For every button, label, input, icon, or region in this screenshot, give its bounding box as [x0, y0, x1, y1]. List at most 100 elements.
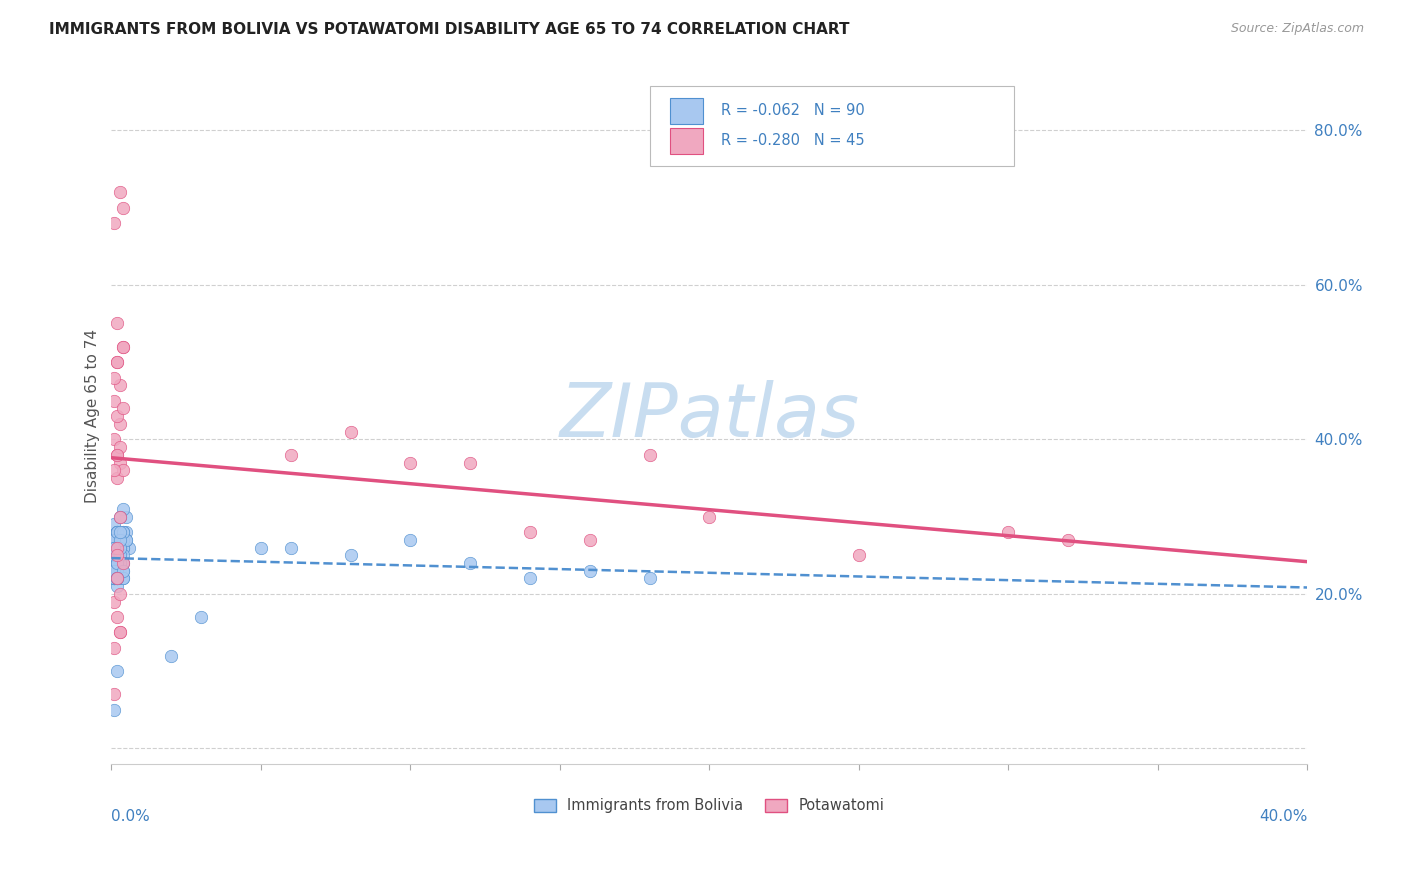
Point: [110, 417, 132, 431]
Point: [105, 355, 128, 369]
Point: [105, 571, 128, 585]
Point: [110, 625, 132, 640]
Point: [105, 548, 128, 562]
Point: [112, 524, 135, 539]
Point: [103, 541, 125, 555]
Point: [110, 524, 132, 539]
Point: [115, 509, 138, 524]
Point: [848, 548, 870, 562]
Point: [112, 556, 135, 570]
Point: [103, 533, 125, 547]
Point: [115, 533, 138, 547]
Point: [105, 548, 128, 562]
Point: [105, 664, 128, 678]
Point: [105, 556, 128, 570]
Text: R = -0.280   N = 45: R = -0.280 N = 45: [721, 133, 865, 148]
Point: [112, 571, 135, 585]
Point: [103, 433, 125, 447]
Point: [105, 355, 128, 369]
Point: [105, 448, 128, 462]
Legend: Immigrants from Bolivia, Potawatomi: Immigrants from Bolivia, Potawatomi: [529, 792, 891, 819]
Point: [103, 463, 125, 477]
Point: [103, 541, 125, 555]
Point: [103, 703, 125, 717]
Point: [110, 556, 132, 570]
Point: [112, 340, 135, 354]
Point: [112, 548, 135, 562]
Point: [339, 548, 361, 562]
Point: [638, 448, 661, 462]
Point: [110, 524, 132, 539]
Point: [110, 541, 132, 555]
Point: [110, 587, 132, 601]
Point: [103, 548, 125, 562]
Point: [112, 524, 135, 539]
Point: [103, 533, 125, 547]
Point: [579, 564, 602, 578]
Point: [105, 541, 128, 555]
Point: [103, 687, 125, 701]
Point: [105, 524, 128, 539]
Point: [103, 517, 125, 532]
Point: [103, 533, 125, 547]
Point: [105, 524, 128, 539]
Point: [105, 571, 128, 585]
Point: [105, 409, 128, 424]
Point: [105, 533, 128, 547]
Point: [105, 556, 128, 570]
Point: [103, 571, 125, 585]
Point: [112, 502, 135, 516]
Point: [103, 571, 125, 585]
Text: 40.0%: 40.0%: [1258, 809, 1308, 824]
Point: [105, 610, 128, 624]
Point: [110, 509, 132, 524]
Point: [110, 185, 132, 199]
Point: [103, 370, 125, 384]
Point: [112, 401, 135, 416]
Point: [105, 571, 128, 585]
Point: [103, 564, 125, 578]
Point: [519, 571, 541, 585]
Point: [250, 541, 273, 555]
Point: [115, 524, 138, 539]
Point: [115, 533, 138, 547]
Point: [1057, 533, 1080, 547]
Point: [105, 564, 128, 578]
Point: [110, 524, 132, 539]
Point: [110, 556, 132, 570]
Point: [105, 571, 128, 585]
Point: [110, 378, 132, 392]
Text: 0.0%: 0.0%: [111, 809, 150, 824]
Point: [190, 610, 212, 624]
Point: [103, 533, 125, 547]
Point: [579, 533, 602, 547]
Text: IMMIGRANTS FROM BOLIVIA VS POTAWATOMI DISABILITY AGE 65 TO 74 CORRELATION CHART: IMMIGRANTS FROM BOLIVIA VS POTAWATOMI DI…: [49, 22, 849, 37]
Point: [997, 524, 1019, 539]
Point: [399, 533, 422, 547]
Point: [110, 541, 132, 555]
Point: [103, 548, 125, 562]
FancyBboxPatch shape: [669, 128, 703, 154]
Point: [110, 456, 132, 470]
Point: [103, 594, 125, 608]
Point: [103, 393, 125, 408]
Text: Source: ZipAtlas.com: Source: ZipAtlas.com: [1230, 22, 1364, 36]
Point: [105, 564, 128, 578]
Point: [103, 571, 125, 585]
Point: [160, 648, 183, 663]
Point: [105, 548, 128, 562]
Point: [105, 524, 128, 539]
Point: [103, 640, 125, 655]
Point: [280, 448, 302, 462]
Point: [458, 556, 481, 570]
Point: [103, 571, 125, 585]
Point: [105, 556, 128, 570]
Point: [110, 556, 132, 570]
Point: [638, 571, 661, 585]
Point: [110, 548, 132, 562]
Point: [519, 524, 541, 539]
Point: [112, 340, 135, 354]
Point: [110, 548, 132, 562]
Point: [112, 533, 135, 547]
FancyBboxPatch shape: [650, 86, 1014, 166]
